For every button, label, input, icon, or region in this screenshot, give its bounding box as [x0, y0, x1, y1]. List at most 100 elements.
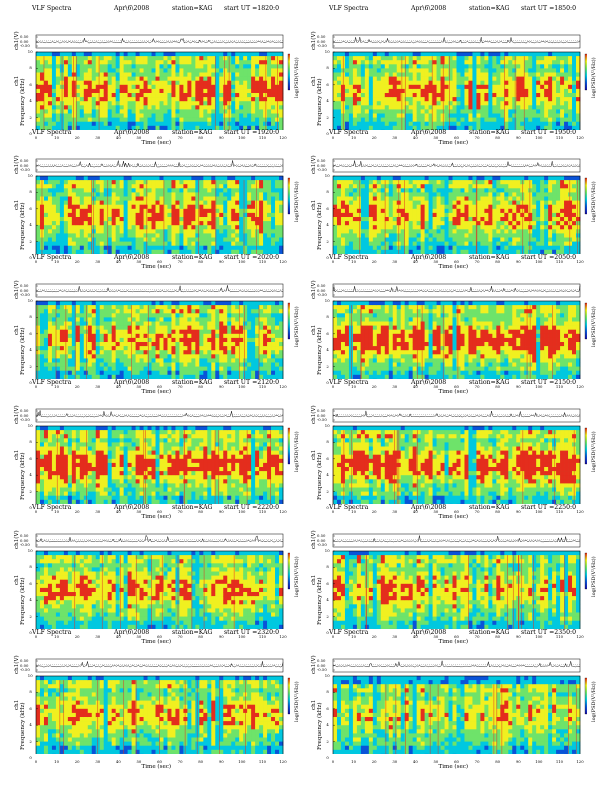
y-axis-label: Frequency (kHz): [317, 702, 323, 750]
spectrogram-svg: [332, 533, 587, 629]
x-tick-label: 110: [555, 383, 564, 389]
x-tick-label: 20: [74, 258, 80, 264]
y-axis-label: Frequency (kHz): [20, 202, 26, 250]
x-tick-label: 100: [535, 508, 543, 514]
x-tick-label: 70: [177, 633, 183, 639]
x-tick-label: 30: [392, 258, 398, 264]
x-tick-label: 40: [412, 508, 418, 514]
spectrogram-svg: [332, 158, 587, 254]
panel-date: Apr\6\2008: [114, 5, 150, 12]
x-tick-label: 110: [258, 758, 267, 764]
colorbar: [584, 677, 587, 715]
spectrogram-plot: [332, 550, 581, 629]
y-tick-label: 4: [29, 347, 32, 353]
x-tick-label: 20: [371, 134, 377, 140]
waveform-axis-label: ch1(V): [14, 31, 20, 50]
y-tick-label: 2: [326, 488, 329, 494]
panel-date: Apr\6\2008: [411, 504, 447, 511]
waveform-plot: [332, 533, 581, 548]
y-axis-label: Frequency (kHz): [20, 452, 26, 500]
x-tick-label: 70: [474, 758, 480, 764]
waveform-tick-label: -0.50: [317, 667, 327, 672]
y-tick-label: 10: [27, 423, 33, 428]
x-tick-label: 50: [136, 633, 142, 639]
x-tick-label: 0: [331, 508, 335, 514]
y-tick-label: 2: [29, 738, 32, 744]
y-tick-label: 8: [29, 189, 32, 195]
x-tick-label: 100: [535, 758, 543, 764]
y-axis-channel-label: ch1: [311, 449, 317, 460]
x-tick-label: 10: [54, 134, 60, 140]
waveform-tick-label: -0.50: [20, 167, 30, 172]
spectrogram-panel: VLF Spectra Apr\6\2008 station=KAG start UT…: [0, 504, 300, 644]
waveform-trace: [332, 160, 581, 168]
x-tick-label: 110: [555, 258, 564, 264]
y-tick-label: 10: [324, 298, 330, 303]
waveform-plot: [35, 283, 284, 298]
colorbar: [584, 552, 587, 590]
x-axis: [333, 675, 335, 742]
y-axis-label: Frequency (kHz): [317, 577, 323, 625]
y-tick-label: 10: [324, 49, 330, 54]
y-tick-label: 8: [326, 564, 329, 570]
x-tick-label: 50: [433, 383, 439, 389]
x-axis-label: Time (sec): [141, 513, 172, 520]
colorbar-label: log(PSD(V²/Hz)): [591, 431, 597, 472]
y-tick-label: 4: [326, 472, 329, 478]
y-tick-label: 4: [29, 98, 32, 104]
y-tick-label: 10: [27, 49, 33, 54]
x-tick-label: 60: [454, 758, 459, 764]
x-tick-label: 110: [258, 258, 267, 264]
y-tick-label: 6: [29, 330, 32, 336]
x-tick-label: 30: [392, 508, 398, 514]
panel-title: VLF Spectra: [32, 504, 72, 511]
x-tick-label: 90: [515, 508, 521, 514]
panel-date: Apr\6\2008: [411, 379, 447, 386]
x-tick-label: 50: [136, 258, 142, 264]
colorbar: [584, 302, 587, 340]
x-tick-label: 50: [136, 758, 142, 764]
x-tick-label: 50: [433, 633, 439, 639]
panel-start-time: start UT =1820:0: [224, 5, 280, 12]
x-tick-label: 80: [495, 508, 501, 514]
spectrogram-svg: [332, 283, 587, 379]
x-tick-label: 90: [218, 633, 224, 639]
waveform-tick-label: 0.50: [20, 34, 29, 39]
panel-date: Apr\6\2008: [411, 5, 447, 12]
y-tick-label: 2: [326, 738, 329, 744]
x-tick-label: 100: [535, 383, 543, 389]
x-tick-label: 40: [115, 758, 121, 764]
x-tick-label: 30: [95, 633, 101, 639]
y-tick-label: 8: [326, 439, 329, 445]
y-tick-label: 4: [326, 722, 329, 728]
x-tick-label: 90: [218, 383, 224, 389]
spectrogram-plot: [332, 300, 581, 379]
x-axis: [333, 425, 335, 492]
spectrogram-plot: [35, 675, 284, 754]
x-tick-label: 120: [576, 258, 584, 264]
x-tick-label: 30: [392, 633, 398, 639]
x-tick-label: 100: [535, 633, 543, 639]
waveform-tick-label: 0.50: [317, 158, 326, 163]
spectrogram-svg: [35, 533, 290, 629]
spectrogram-panel: VLF Spectra Apr\6\2008 station=KAG start UT…: [297, 379, 597, 519]
waveform-trace: [332, 660, 581, 668]
y-tick-label: 8: [326, 314, 329, 320]
x-tick-label: 60: [454, 134, 459, 140]
y-tick-label: 0: [326, 380, 329, 385]
x-tick-label: 70: [177, 758, 183, 764]
x-tick-label: 20: [74, 134, 80, 140]
waveform-tick-label: 0.50: [20, 408, 29, 413]
colorbar-label: log(PSD(V²/Hz)): [591, 556, 597, 597]
waveform-axis-label: ch1(V): [14, 280, 20, 299]
y-tick-label: 2: [29, 238, 32, 244]
y-tick-label: 6: [326, 580, 329, 586]
x-tick-label: 0: [331, 633, 335, 639]
x-tick-label: 0: [331, 383, 335, 389]
x-tick-label: 120: [279, 134, 287, 140]
spectrogram-svg: [35, 658, 290, 754]
y-axis-label: Frequency (kHz): [317, 78, 323, 126]
y-tick-label: 2: [326, 613, 329, 619]
y-tick-label: 6: [29, 580, 32, 586]
spectrogram-panel: VLF Spectra Apr\6\2008 station=KAG start UT…: [297, 129, 597, 269]
